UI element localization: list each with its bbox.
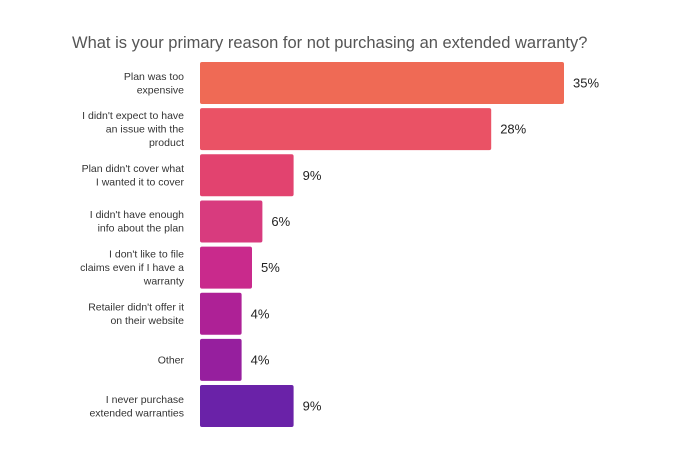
category-label-4-line-1: claims even if I have a	[80, 262, 184, 274]
value-label-4: 5%	[261, 260, 280, 275]
category-label-3-line-1: info about the plan	[98, 223, 185, 235]
bar-2	[200, 154, 294, 197]
value-label-7: 9%	[303, 399, 322, 414]
bar-1	[200, 108, 492, 151]
value-label-6: 4%	[251, 352, 270, 367]
value-label-2: 9%	[303, 168, 322, 183]
category-label-7-line-1: extended warranties	[89, 407, 184, 419]
bar-7	[200, 385, 294, 428]
bar-4	[200, 246, 252, 289]
bar-5	[200, 292, 242, 335]
value-label-3: 6%	[271, 214, 290, 229]
category-label-0-line-0: Plan was too	[124, 71, 184, 83]
bar-3	[200, 200, 263, 243]
category-label-4-line-0: I don't like to file	[109, 249, 184, 261]
value-label-0: 35%	[573, 76, 599, 91]
category-label-5-line-1: on their website	[110, 315, 184, 327]
category-label-4-line-2: warranty	[143, 276, 185, 288]
bar-6	[200, 338, 242, 381]
category-label-3-line-0: I didn't have enough	[90, 209, 184, 221]
category-label-1-line-0: I didn't expect to have	[82, 110, 184, 122]
bar-0	[200, 62, 564, 104]
category-label-5-line-0: Retailer didn't offer it	[88, 302, 184, 314]
category-label-1-line-2: product	[149, 137, 184, 149]
category-label-6-line-0: Other	[158, 354, 185, 366]
category-label-0-line-1: expensive	[137, 84, 184, 96]
category-label-7-line-0: I never purchase	[106, 394, 184, 406]
value-label-1: 28%	[500, 122, 526, 137]
category-label-2-line-0: Plan didn't cover what	[82, 163, 184, 175]
value-label-5: 4%	[251, 306, 270, 321]
chart-title: What is your primary reason for not purc…	[72, 34, 588, 52]
category-label-2-line-1: I wanted it to cover	[96, 177, 185, 189]
category-label-1-line-1: an issue with the	[106, 124, 184, 136]
